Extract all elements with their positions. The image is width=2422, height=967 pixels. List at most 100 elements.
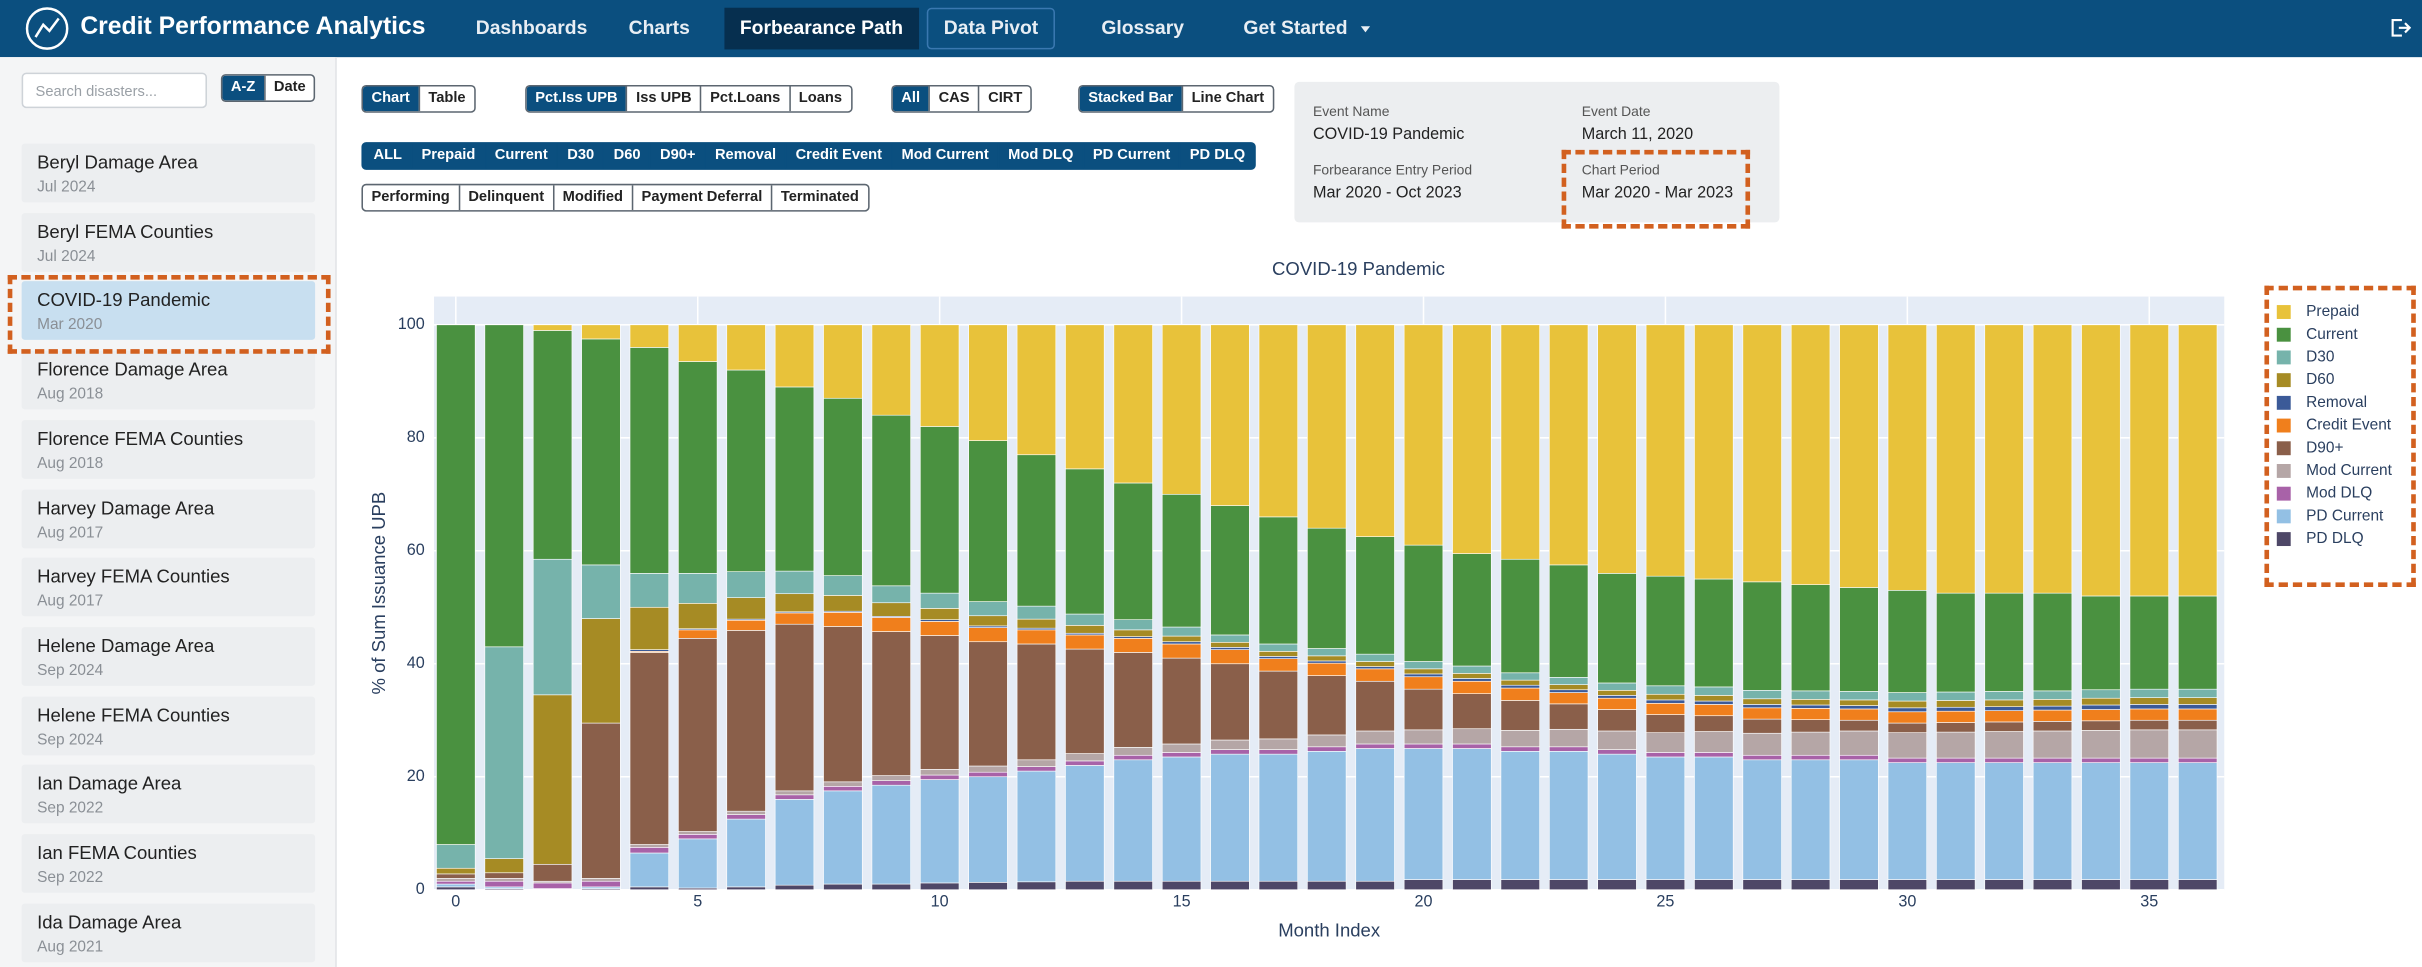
y-tick-label: 20 (407, 767, 425, 785)
nav-link[interactable]: Get Started (1228, 8, 1386, 50)
bar-segment (1500, 672, 1540, 681)
bar-segment (2032, 762, 2073, 880)
bar-segment (1403, 729, 1444, 745)
sort-toggle: A-Z Date (220, 74, 316, 102)
bar-segment (1500, 558, 1540, 674)
event-item[interactable]: Beryl Damage Area Jul 2024 (21, 143, 316, 203)
filter-chip[interactable]: PD DLQ (1179, 143, 1254, 169)
bar-segment (823, 595, 863, 612)
bar-segment (1549, 751, 1589, 880)
bar-segment (968, 882, 1008, 891)
filter-chip[interactable]: Payment Deferral (631, 185, 771, 211)
nav-link[interactable]: Forbearance Path (724, 7, 919, 50)
bar-segment (1210, 753, 1250, 882)
nav-link[interactable]: Charts (628, 16, 690, 39)
filter-chip[interactable]: Prepaid (410, 143, 484, 169)
bar-segment (1016, 881, 1057, 891)
event-date: Aug 2018 (37, 455, 104, 473)
bar-segment (1694, 756, 1734, 880)
toggle-button[interactable]: Loans (788, 86, 851, 112)
bar-segment (1694, 704, 1734, 717)
bar-segment (581, 722, 621, 879)
bar-segment (2129, 729, 2169, 759)
bar-segment (1210, 739, 1250, 750)
toggle-button[interactable]: All (892, 86, 929, 112)
bar-segment (1549, 684, 1589, 691)
event-date: Aug 2021 (37, 938, 104, 956)
toggle-button[interactable]: Chart (362, 86, 419, 112)
nav-link[interactable]: Data Pivot (926, 7, 1056, 50)
bar-segment (581, 564, 621, 619)
toggle-button[interactable]: Iss UPB (626, 86, 700, 112)
bar-segment (1210, 749, 1250, 755)
event-item[interactable]: Helene FEMA Counties Sep 2024 (21, 696, 316, 755)
bar-segment (1307, 746, 1347, 752)
filter-chip[interactable]: Current (484, 143, 556, 169)
filter-chip[interactable]: D90+ (649, 143, 704, 169)
bar-segment (1839, 754, 1879, 761)
bar-segment (871, 602, 911, 617)
bar-segment (436, 873, 476, 879)
event-item[interactable]: Helene Damage Area Sep 2024 (21, 626, 316, 686)
bar-segment (1549, 689, 1589, 693)
nav-link[interactable]: Glossary (1101, 16, 1184, 39)
event-item[interactable]: Beryl FEMA Counties Jul 2024 (21, 212, 316, 272)
bar-segment (774, 794, 815, 800)
bar-segment (629, 847, 670, 854)
filter-chip[interactable]: Mod DLQ (997, 143, 1083, 169)
bar-segment (726, 597, 766, 620)
toggle-button[interactable]: Stacked Bar (1079, 86, 1182, 112)
filter-chip[interactable]: Credit Event (785, 143, 891, 169)
event-item[interactable]: Florence Damage Area Aug 2018 (21, 350, 316, 410)
bar-segment (1065, 613, 1105, 626)
filter-chip[interactable]: Performing (371, 188, 450, 206)
bar-segment (1258, 651, 1299, 657)
bar-segment (1452, 728, 1492, 745)
bar-segment (1161, 752, 1202, 758)
toggle-button[interactable]: Date (263, 75, 314, 101)
bar-segment (1258, 324, 1299, 518)
legend-swatch (2276, 418, 2291, 433)
info-value: Mar 2020 - Mar 2023 (1581, 183, 1734, 203)
bar-segment (1355, 536, 1395, 655)
filter-chip[interactable]: D60 (603, 143, 649, 169)
bar-segment (774, 324, 815, 388)
filter-chip[interactable]: Mod Current (890, 143, 998, 169)
event-item[interactable]: Ian FEMA Counties Sep 2022 (21, 834, 316, 893)
legend-swatch (2276, 305, 2291, 319)
toggle-button[interactable]: CAS (928, 86, 979, 112)
filter-chip[interactable]: Delinquent (458, 185, 552, 211)
event-item[interactable]: Harvey Damage Area Aug 2017 (21, 488, 316, 548)
bar-segment (581, 880, 621, 888)
event-item[interactable]: Harvey FEMA Counties Aug 2017 (21, 557, 316, 617)
bar-segment (1355, 743, 1395, 749)
bar-segment (1887, 879, 1928, 891)
logout-icon[interactable] (2390, 17, 2412, 39)
bar-segment (1113, 652, 1153, 748)
filter-chip[interactable]: ALL (362, 143, 411, 169)
toggle-button[interactable]: Pct.Iss UPB (526, 86, 627, 112)
bar-segment (1887, 590, 1928, 693)
filter-chip[interactable]: Removal (704, 143, 785, 169)
toggle-button[interactable]: Table (418, 86, 474, 112)
bar-segment (2032, 690, 2073, 700)
filter-chip[interactable]: Terminated (770, 185, 868, 211)
toggle-button[interactable]: CIRT (978, 86, 1031, 112)
toggle-button[interactable]: Pct.Loans (700, 86, 789, 112)
filter-chip[interactable]: PD Current (1082, 143, 1179, 169)
bar-segment (1161, 657, 1202, 745)
event-item[interactable]: Ida Damage Area Aug 2021 (21, 903, 316, 962)
bar-segment (1161, 626, 1202, 637)
filter-chip[interactable]: D30 (556, 143, 603, 169)
filter-chip[interactable]: Modified (552, 185, 632, 211)
bar-segment (1694, 686, 1734, 696)
nav-link[interactable]: Dashboards (475, 16, 588, 39)
toggle-button[interactable]: A-Z (222, 75, 264, 101)
bar-segment (1936, 731, 1976, 759)
event-item[interactable]: COVID-19 Pandemic Mar 2020 (21, 281, 316, 341)
toggle-button[interactable]: Line Chart (1181, 86, 1273, 112)
event-item[interactable]: Florence FEMA Counties Aug 2018 (21, 419, 316, 479)
event-item[interactable]: Ian Damage Area Sep 2022 (21, 765, 316, 824)
view-toggle: Chart Table (361, 84, 476, 113)
search-box[interactable]: Search disasters... (21, 72, 207, 109)
